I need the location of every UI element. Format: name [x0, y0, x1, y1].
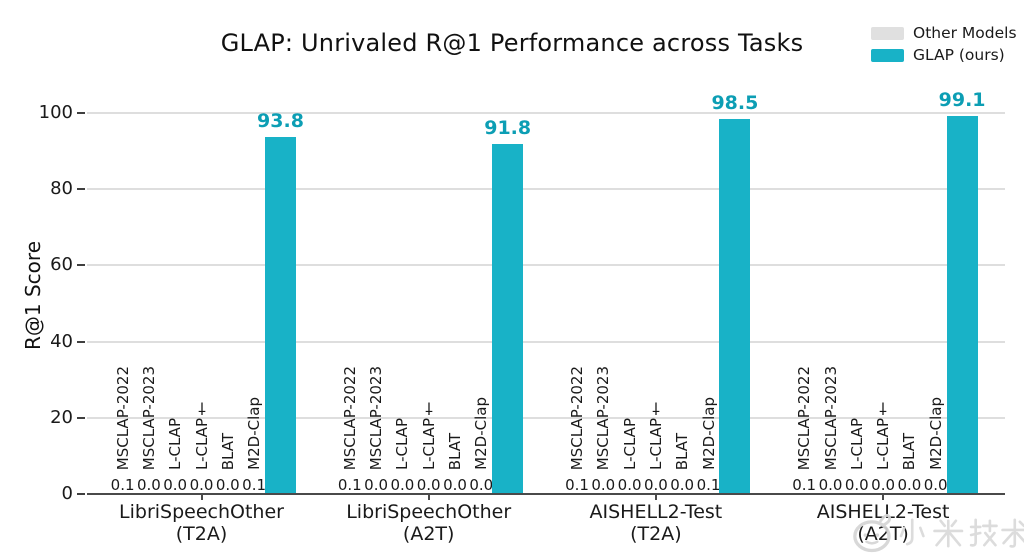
y-gridline: [87, 340, 1005, 343]
other-model-name: M2D-Clap: [926, 397, 945, 470]
y-tick-mark: [77, 493, 85, 495]
other-model-value: 0.0: [871, 476, 896, 494]
other-model-name: L-CLAP†: [192, 400, 211, 470]
glap-value-label: 98.5: [711, 91, 759, 114]
y-gridline: [87, 264, 1005, 267]
other-model-value: 0.0: [897, 476, 922, 494]
other-model-name: MSCLAP-2022: [113, 365, 132, 470]
legend: Other Models GLAP (ours): [871, 24, 1017, 70]
watermark: [851, 514, 1024, 554]
other-model-value: 0.0: [136, 476, 161, 494]
y-gridline: [87, 188, 1005, 191]
legend-entry-glap: GLAP (ours): [871, 46, 1017, 64]
y-tick-label: 20: [50, 406, 73, 428]
glap-value-label: 99.1: [938, 89, 986, 112]
y-tick-label: 100: [38, 102, 73, 123]
other-model-value: 0.0: [163, 476, 188, 494]
other-model-value: 0.1: [792, 476, 817, 494]
other-model-name: MSCLAP-2022: [568, 365, 586, 470]
other-model-name: M2D-Clap: [699, 397, 718, 470]
y-tick-label: 80: [50, 178, 73, 200]
glap-value-label: 93.8: [257, 109, 304, 132]
other-model-name: M2D-Clap: [245, 397, 264, 470]
x-category-line2: (T2A): [175, 523, 228, 545]
x-category-line1: LibriSpeechOther: [119, 501, 284, 523]
glap-bar: [492, 144, 524, 493]
y-gridline: [87, 112, 1005, 114]
x-tick-mark: [427, 495, 430, 500]
x-category-line1: LibriSpeechOther: [346, 501, 512, 523]
other-model-name: L-CLAP†: [419, 400, 438, 470]
other-model-value: 0.0: [390, 476, 415, 494]
other-model-value: 0.0: [416, 476, 441, 494]
other-model-name: MSCLAP-2022: [340, 365, 359, 470]
glap-value-label: 91.8: [484, 117, 532, 140]
legend-swatch-other-models: [871, 26, 904, 40]
legend-swatch-glap: [871, 48, 904, 62]
x-category-line1: AISHELL2-Test: [589, 501, 723, 523]
other-model-value: 0.0: [215, 476, 240, 494]
other-model-name: MSCLAP-2023: [594, 365, 613, 470]
other-model-name: BLAT: [900, 432, 919, 470]
y-tick-label: 60: [50, 254, 73, 276]
other-model-value: 0.0: [643, 476, 668, 494]
other-model-name: MSCLAP-2023: [367, 365, 386, 470]
other-model-value: 0.0: [670, 476, 695, 494]
other-model-name: MSCLAP-2022: [795, 365, 814, 470]
other-model-name: L-CLAP†: [874, 400, 893, 470]
legend-label-glap: GLAP (ours): [913, 46, 1005, 64]
other-model-value: 0.0: [818, 476, 843, 494]
mi-bunny-logo-icon: [853, 514, 892, 553]
y-gridline: [87, 416, 1005, 419]
legend-entry-other-models: Other Models: [871, 24, 1017, 42]
glap-bar: [719, 118, 751, 493]
other-model-name: M2D-Clap: [472, 397, 491, 470]
x-category-line1: AISHELL2-Test: [816, 501, 950, 523]
y-tick-label: 40: [50, 330, 73, 352]
other-model-value: 0.0: [364, 476, 389, 494]
y-tick-mark: [77, 340, 85, 343]
other-model-value: 0.0: [443, 476, 467, 494]
other-model-value: 0.1: [696, 476, 721, 494]
y-tick-label: 0: [61, 483, 73, 504]
other-model-value: 0.0: [189, 476, 214, 494]
y-tick-mark: [77, 264, 85, 267]
x-tick-mark: [200, 495, 203, 500]
glap-bar: [946, 116, 978, 493]
y-tick-mark: [77, 188, 85, 191]
other-model-value: 0.0: [923, 476, 948, 494]
other-model-value: 0.1: [110, 476, 135, 494]
chart-title: GLAP: Unrivaled R@1 Performance across T…: [220, 29, 804, 57]
other-model-value: 0.0: [844, 476, 869, 494]
x-category-line2: (A2T): [402, 523, 455, 545]
glap-bar: [265, 136, 296, 493]
y-tick-mark: [77, 416, 85, 419]
other-model-name: L-CLAP: [166, 418, 185, 470]
other-model-value: 0.1: [337, 476, 362, 494]
other-model-name: MSCLAP-2023: [139, 365, 158, 470]
x-category-line2: (A2T): [857, 523, 909, 545]
legend-label-other-models: Other Models: [913, 24, 1017, 42]
other-model-name: BLAT: [673, 432, 692, 470]
other-model-value: 0.0: [591, 476, 616, 494]
other-model-name: L-CLAP: [620, 418, 639, 470]
other-model-name: MSCLAP-2023: [821, 365, 840, 470]
other-model-value: 0.1: [565, 476, 589, 494]
other-model-name: L-CLAP: [393, 418, 412, 470]
other-model-name: L-CLAP†: [646, 400, 665, 470]
x-axis-spine: [87, 493, 1005, 495]
x-tick-mark: [882, 495, 885, 500]
other-model-value: 0.1: [242, 476, 267, 494]
other-model-value: 0.0: [469, 476, 494, 494]
other-model-name: BLAT: [218, 432, 237, 470]
x-tick-mark: [654, 495, 657, 500]
other-model-name: L-CLAP: [847, 418, 866, 470]
watermark-text: [899, 518, 1024, 548]
x-category-line2: (T2A): [630, 523, 682, 545]
other-model-name: BLAT: [446, 432, 464, 470]
other-model-value: 0.0: [617, 476, 642, 494]
y-tick-mark: [77, 112, 85, 114]
